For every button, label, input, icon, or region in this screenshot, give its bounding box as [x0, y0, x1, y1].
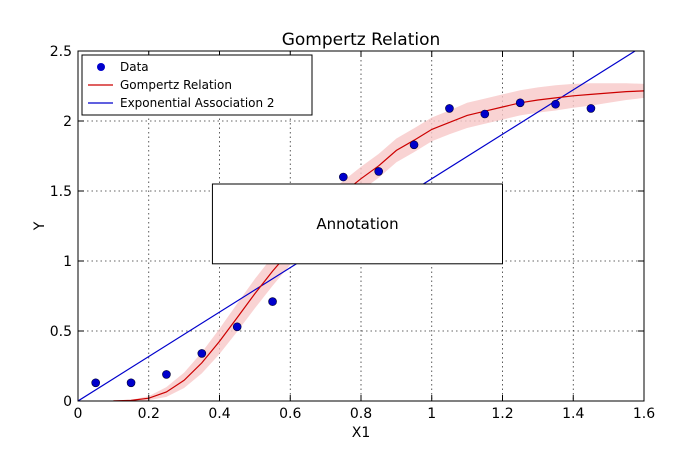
y-tick-label: 2	[63, 114, 72, 130]
data-point	[409, 140, 419, 150]
y-tick-label: 0.5	[50, 324, 72, 340]
legend-item-gompertz: Gompertz Relation	[88, 78, 232, 92]
x-tick-label: 1.4	[562, 406, 584, 422]
data-point	[551, 99, 560, 109]
y-tick-label: 1.5	[50, 184, 72, 200]
data-point	[162, 370, 171, 379]
x-axis-label: X1	[352, 425, 371, 441]
x-tick-label: 0	[74, 406, 83, 422]
data-point	[232, 322, 242, 332]
annotation-text: Annotation	[316, 215, 398, 233]
data-point	[480, 109, 490, 119]
data-point	[268, 297, 277, 306]
y-tick-label: 2.5	[50, 44, 72, 60]
point-layer	[91, 98, 596, 388]
x-tick-label: 1.6	[633, 406, 655, 422]
annotation-rect	[211, 183, 504, 265]
legend-item-exponential: Exponential Association 2	[88, 96, 275, 110]
annotation-box: Annotation	[211, 183, 504, 265]
x-tick-label: 0.6	[279, 406, 301, 422]
x-tick-label: 1.2	[491, 406, 513, 422]
data-point	[374, 167, 383, 176]
legend: Data Gompertz Relation Exponential Assoc…	[81, 54, 313, 116]
legend-marker-data	[97, 63, 105, 71]
y-axis-label: Y	[32, 221, 48, 231]
data-point	[91, 378, 100, 388]
x-tick-label: 0.8	[350, 406, 372, 422]
data-point	[197, 349, 207, 358]
gompertz-line	[113, 90, 644, 401]
y-tick-label: 0	[63, 394, 72, 410]
y-tick-label: 1	[63, 254, 72, 270]
legend-label-gompertz: Gompertz Relation	[120, 78, 232, 92]
legend-item-data: Data	[97, 60, 149, 74]
chart-title: Gompertz Relation	[282, 30, 441, 50]
data-point	[515, 98, 525, 108]
tick-labels: 0 0.2 0.4 0.6 0.8 1 1.2 1.4 1.6 0 0.5 1 1.5 2 2.5	[50, 44, 655, 422]
legend-label-exponential: Exponential Association 2	[120, 96, 275, 110]
legend-box	[81, 54, 313, 116]
x-tick-label: 0.2	[138, 406, 160, 422]
x-tick-label: 0.4	[208, 406, 230, 422]
data-point	[445, 104, 454, 113]
data-point	[126, 378, 136, 388]
data-point	[339, 172, 348, 182]
legend-label-data: Data	[120, 60, 149, 74]
x-tick-label: 1	[427, 406, 436, 422]
ticks	[77, 50, 645, 402]
data-point	[586, 104, 596, 113]
